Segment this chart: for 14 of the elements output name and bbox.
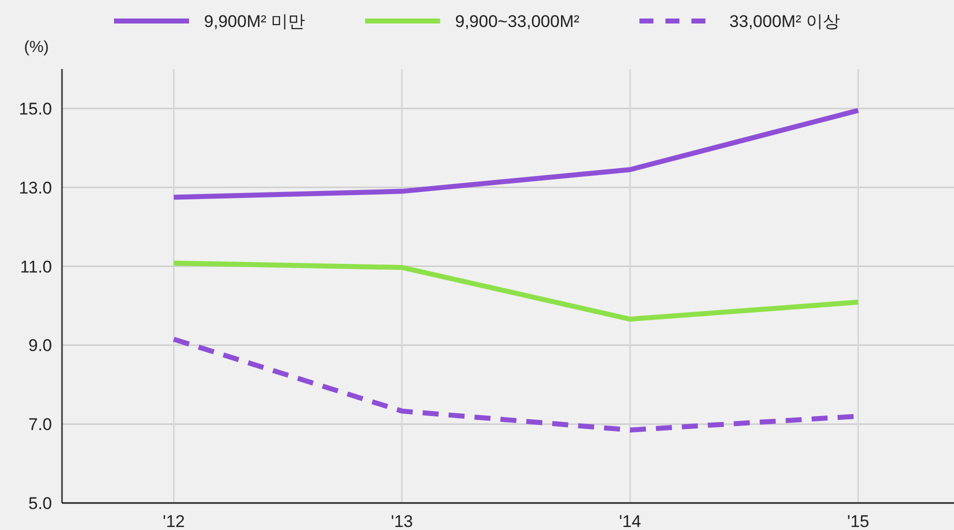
y-tick-label: 5.0 bbox=[28, 494, 52, 513]
legend-label: 9,900M² 미만 bbox=[204, 12, 306, 31]
y-tick-label: 7.0 bbox=[28, 415, 52, 434]
y-tick-label: 9.0 bbox=[28, 336, 52, 356]
x-tick-label: '13 bbox=[390, 512, 413, 530]
x-tick-label: '12 bbox=[162, 512, 185, 530]
y-axis-title: (%) bbox=[24, 39, 49, 56]
legend-label: 9,900~33,000M² bbox=[455, 12, 580, 31]
x-tick-label: '15 bbox=[847, 512, 870, 530]
x-tick-label: '14 bbox=[618, 512, 642, 530]
y-tick-label: 13.0 bbox=[18, 178, 52, 198]
y-tick-label: 15.0 bbox=[18, 99, 52, 118]
legend-label: 33,000M² 이상 bbox=[729, 12, 840, 31]
y-tick-label: 11.0 bbox=[20, 257, 52, 276]
